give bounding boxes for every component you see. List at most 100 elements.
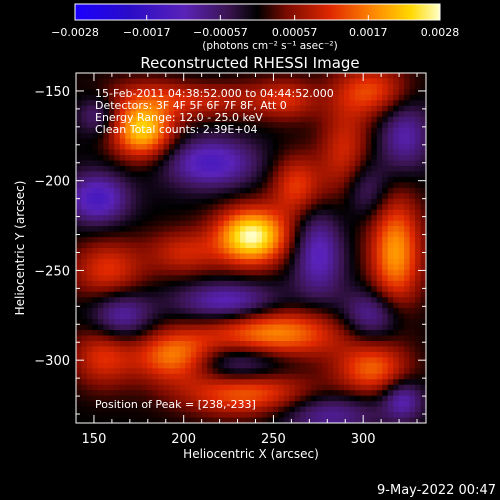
heatmap-cell [119, 362, 126, 369]
heatmap-cell [158, 373, 165, 380]
heatmap-cell [294, 176, 301, 183]
heatmap-cell [168, 187, 176, 194]
heatmap-cell [300, 231, 307, 238]
heatmap-cell [294, 155, 301, 162]
heatmap-cell [190, 127, 197, 134]
heatmap-cell [163, 198, 170, 205]
heatmap-cell [125, 368, 132, 375]
heatmap-cell [338, 94, 345, 101]
heatmap-cell [196, 340, 203, 348]
heatmap-cell [283, 253, 290, 260]
heatmap-cell [393, 395, 400, 402]
heatmap-cell [130, 406, 137, 413]
heatmap-cell [267, 401, 274, 408]
heatmap-cell [229, 237, 236, 244]
heatmap-cell [283, 264, 290, 271]
heatmap-cell [338, 127, 345, 134]
heatmap-cell [283, 313, 290, 320]
heatmap-cell [103, 248, 110, 255]
heatmap-cell [387, 335, 394, 342]
heatmap-cell [207, 127, 214, 134]
heatmap-cell [141, 286, 148, 293]
heatmap-cell [387, 330, 394, 337]
heatmap-cell [218, 412, 225, 419]
heatmap-cell [81, 297, 88, 304]
heatmap-cell [327, 401, 334, 408]
heatmap-cell [163, 204, 170, 211]
heatmap-cell [420, 313, 426, 320]
heatmap-cell [289, 155, 296, 162]
heatmap-cell [294, 395, 301, 402]
heatmap-cell [267, 198, 274, 205]
heatmap-cell [311, 384, 318, 391]
heatmap-cell [158, 149, 165, 156]
heatmap-cell [147, 412, 154, 419]
heatmap-cell [398, 149, 405, 156]
heatmap-cell [223, 83, 230, 91]
heatmap-cell [103, 373, 110, 380]
heatmap-cell [114, 390, 121, 397]
heatmap-cell [141, 335, 148, 342]
heatmap-cell [130, 313, 137, 320]
heatmap-cell [382, 78, 389, 85]
heatmap-image [76, 73, 426, 423]
heatmap-cell [141, 330, 148, 337]
heatmap-cell [338, 144, 345, 151]
heatmap-cell [136, 395, 143, 402]
heatmap-cell [174, 182, 181, 189]
heatmap-cell [327, 149, 334, 156]
heatmap-cell [141, 264, 148, 271]
heatmap-cell [289, 346, 296, 353]
heatmap-cell [294, 160, 301, 167]
heatmap-cell [179, 78, 186, 85]
heatmap-cell [163, 275, 170, 282]
heatmap-cell [360, 144, 367, 151]
heatmap-cell [393, 83, 400, 91]
heatmap-cell [338, 116, 345, 123]
heatmap-cell [294, 368, 301, 375]
heatmap-cell [398, 187, 405, 194]
heatmap-cell [349, 89, 356, 96]
heatmap-cell [404, 176, 411, 183]
heatmap-cell [300, 204, 307, 211]
heatmap-cell [119, 182, 126, 189]
heatmap-cell [398, 226, 405, 233]
heatmap-cell [147, 302, 154, 309]
heatmap-cell [278, 308, 285, 315]
heatmap-cell [409, 215, 416, 222]
heatmap-cell [174, 193, 181, 200]
heatmap-cell [196, 368, 203, 375]
heatmap-cell [272, 149, 279, 156]
heatmap-cell [92, 78, 99, 85]
heatmap-cell [234, 176, 241, 183]
heatmap-cell [327, 362, 334, 369]
heatmap-cell [289, 133, 296, 140]
heatmap-cell [415, 100, 422, 107]
heatmap-cell [294, 83, 301, 91]
heatmap-cell [218, 335, 225, 342]
heatmap-cell [190, 324, 197, 331]
heatmap-cell [76, 215, 83, 222]
heatmap-cell [256, 231, 263, 238]
heatmap-cell [261, 144, 269, 151]
heatmap-cell [267, 384, 274, 391]
heatmap-cell [119, 231, 126, 238]
heatmap-cell [316, 242, 323, 249]
heatmap-cell [294, 182, 301, 189]
heatmap-cell [119, 94, 126, 101]
heatmap-cell [349, 237, 356, 244]
heatmap-cell [371, 330, 378, 337]
heatmap-cell [278, 94, 285, 101]
heatmap-cell [229, 226, 236, 233]
heatmap-cell [207, 248, 214, 255]
heatmap-cell [305, 340, 312, 348]
heatmap-cell [136, 171, 143, 178]
heatmap-cell [415, 269, 422, 276]
heatmap-cell [125, 330, 132, 337]
heatmap-cell [130, 193, 137, 200]
heatmap-cell [420, 269, 426, 276]
heatmap-cell [251, 340, 258, 348]
heatmap-cell [201, 204, 208, 211]
heatmap-cell [322, 160, 329, 167]
heatmap-cell [76, 149, 83, 156]
